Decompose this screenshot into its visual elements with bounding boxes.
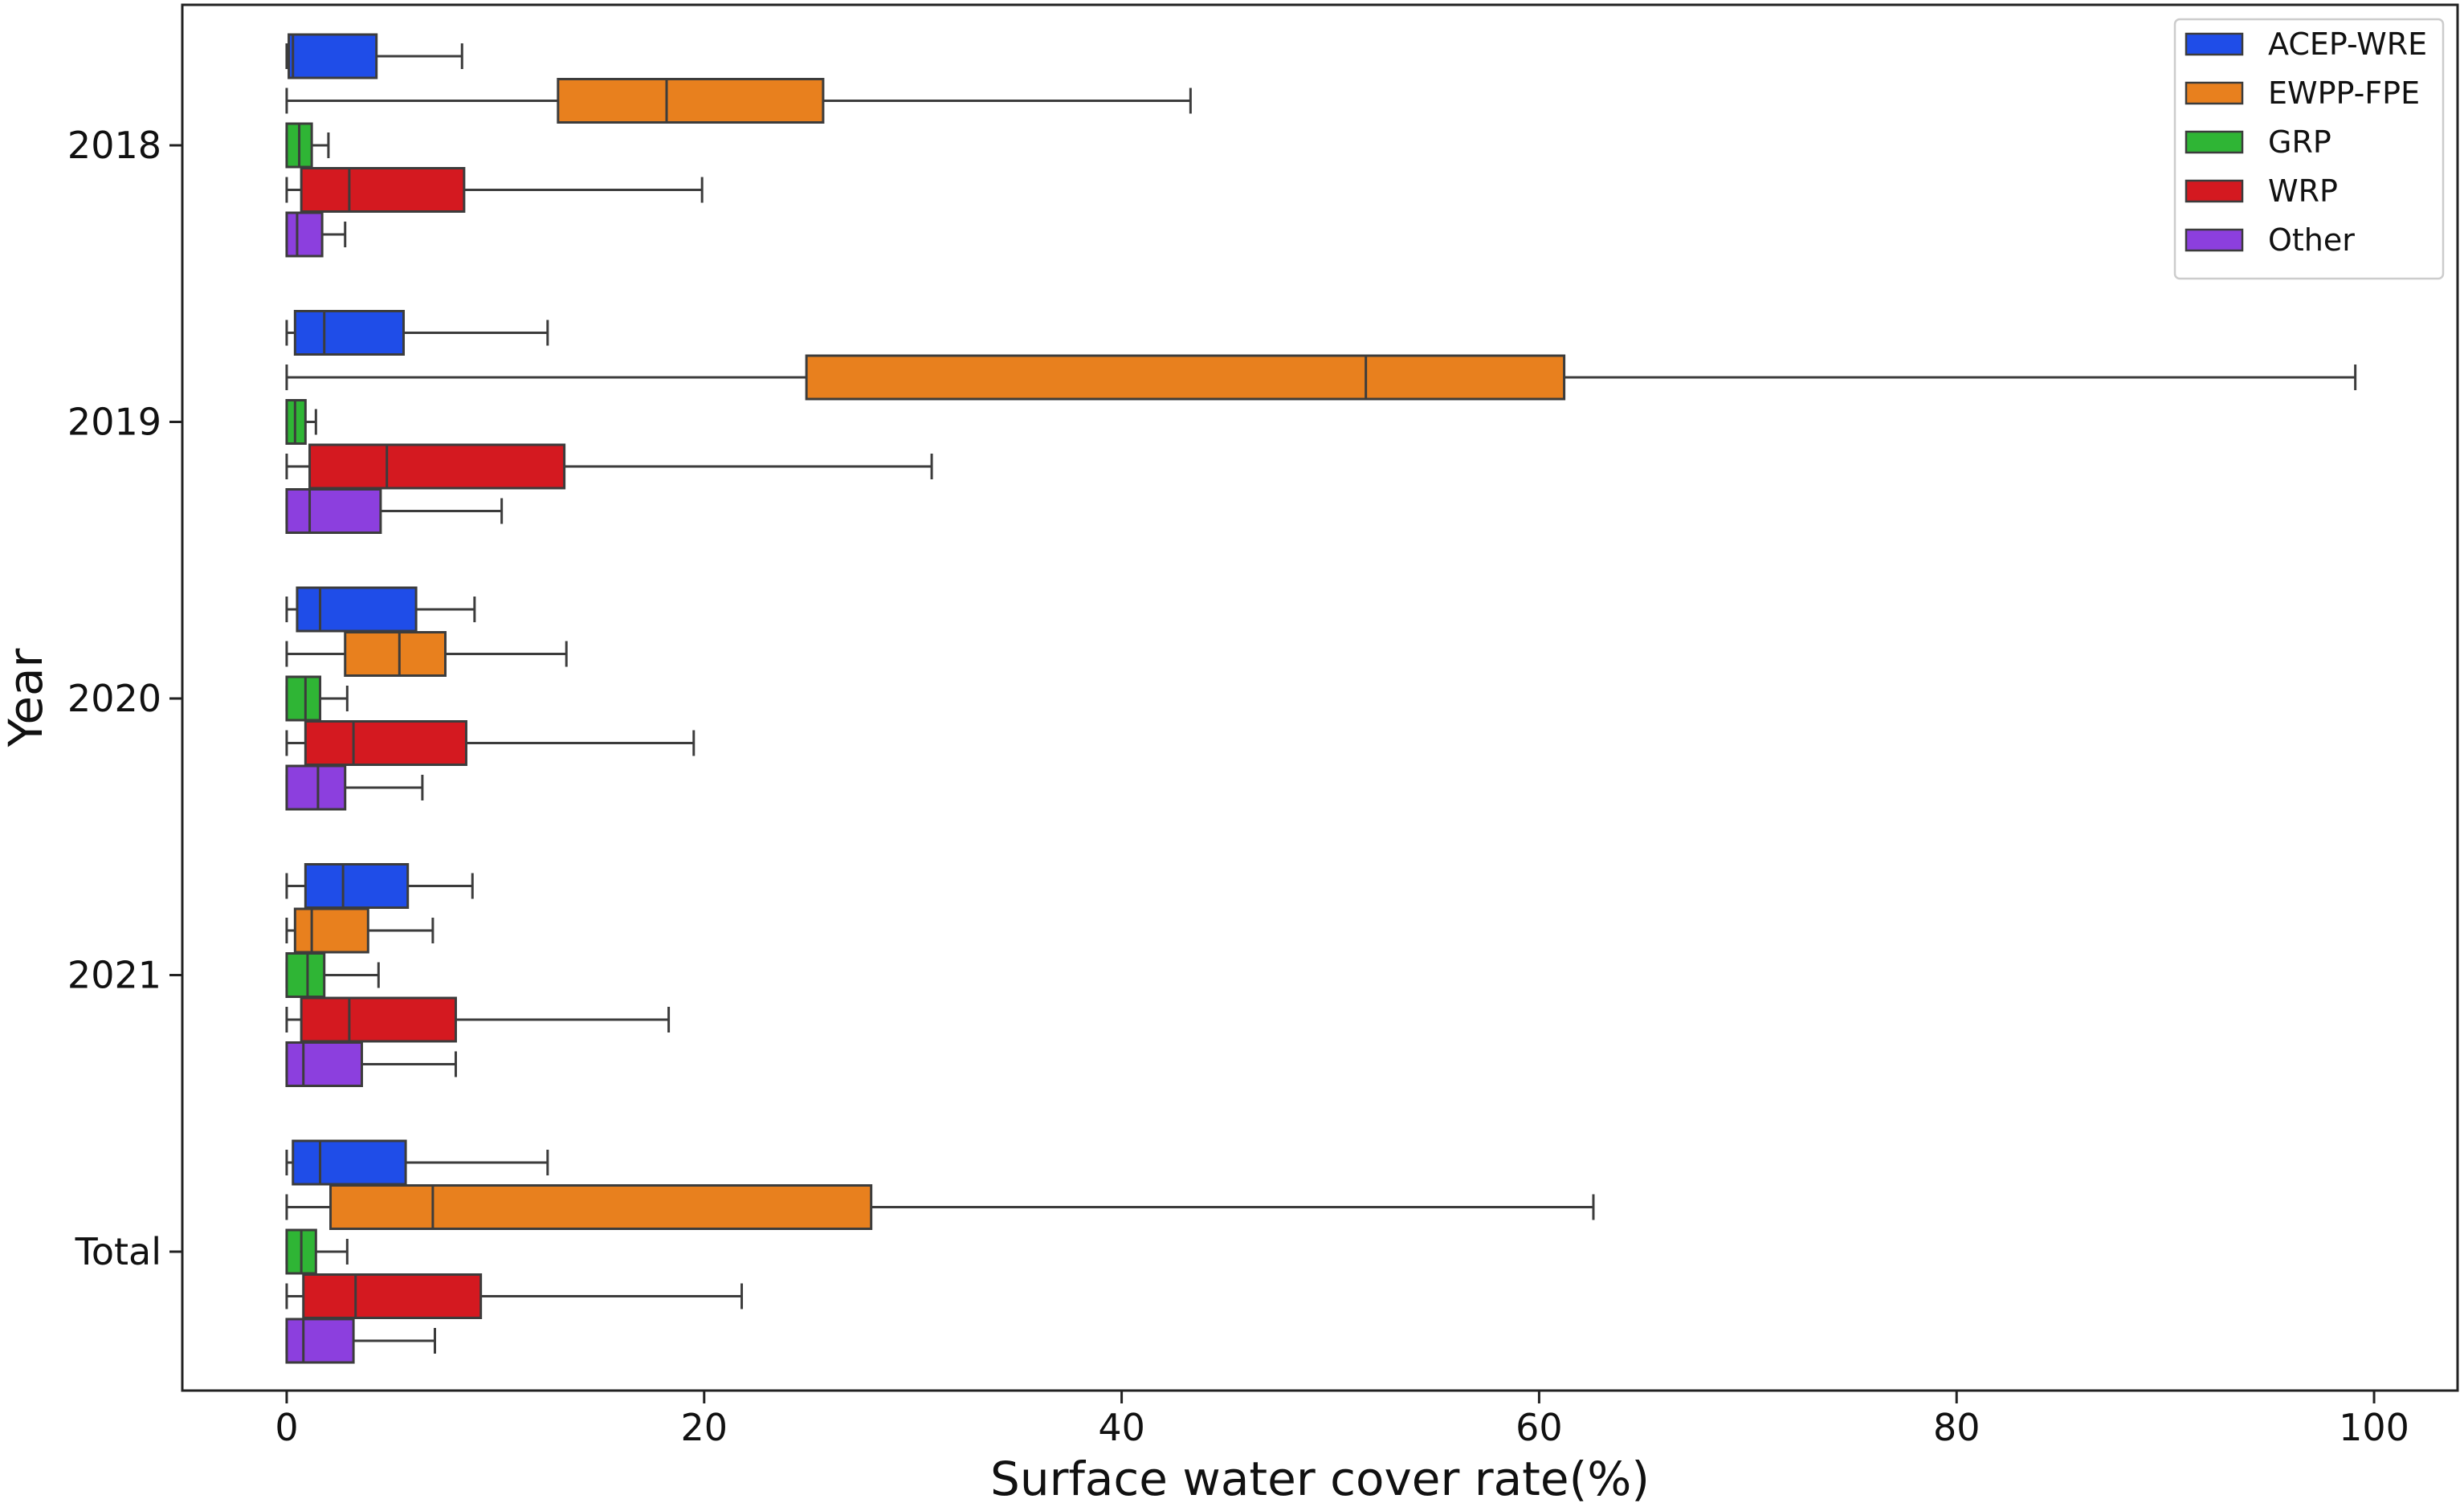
x-tick-label: 60 (1516, 1406, 1563, 1449)
box-iqr (329, 1184, 873, 1230)
box-wrp (285, 167, 704, 213)
box-iqr (302, 1273, 483, 1319)
x-tick-label: 20 (680, 1406, 728, 1449)
box-iqr (285, 952, 326, 998)
x-tick-label: 100 (2339, 1406, 2409, 1449)
box-iqr (805, 354, 1566, 401)
box-wrp (285, 1273, 744, 1319)
y-tick-label: 2018 (67, 124, 161, 167)
box-acep-wre (285, 1139, 549, 1186)
box-wrp (285, 720, 696, 766)
box-acep-wre (285, 33, 463, 79)
box-iqr (344, 631, 447, 677)
legend-swatch (2185, 179, 2244, 203)
x-axis-title: Surface water cover rate(%) (990, 1452, 1650, 1506)
box-ewpp-fpe (285, 1184, 1595, 1230)
box-iqr (300, 167, 466, 213)
box-iqr (300, 996, 457, 1043)
y-axis-title: Year (0, 648, 53, 747)
box-groups (285, 33, 2357, 1364)
legend-swatch (2185, 81, 2244, 105)
box-other (285, 1318, 436, 1364)
y-tick-label: 2021 (67, 954, 161, 997)
y-tick-label: 2020 (67, 677, 161, 720)
box-iqr (304, 720, 467, 766)
legend-swatch (2185, 228, 2244, 252)
box-other (285, 211, 347, 258)
box-ewpp-fpe (285, 354, 2357, 401)
box-iqr (293, 907, 369, 954)
x-tick-label: 80 (1933, 1406, 1981, 1449)
legend-label: GRP (2268, 124, 2331, 160)
legend-label: ACEP-WRE (2268, 26, 2427, 62)
x-tick-label: 0 (275, 1406, 298, 1449)
x-tick-label: 40 (1098, 1406, 1145, 1449)
box-wrp (285, 443, 933, 490)
box-iqr (304, 863, 410, 909)
box-other (285, 764, 424, 811)
box-other (285, 488, 504, 534)
box-iqr (288, 33, 378, 79)
y-axis: 2018 2019 2020 2021 Total (67, 124, 182, 1273)
box-wrp (285, 996, 671, 1043)
legend-label: Other (2268, 222, 2355, 258)
legend: ACEP-WRE EWPP-FPE GRP WRP Other (2173, 18, 2445, 280)
box-iqr (285, 1318, 355, 1364)
box-iqr (285, 764, 347, 811)
box-iqr (285, 675, 322, 722)
box-iqr (293, 310, 406, 356)
legend-label: EWPP-FPE (2268, 75, 2420, 111)
box-other (285, 1041, 457, 1087)
box-iqr (296, 586, 418, 633)
box-grp (285, 1228, 349, 1275)
box-acep-wre (285, 586, 476, 633)
box-acep-wre (285, 863, 474, 909)
box-acep-wre (285, 310, 549, 356)
box-iqr (292, 1139, 407, 1186)
x-axis: 0 20 40 60 80 100 (275, 1391, 2409, 1449)
box-iqr (308, 443, 566, 490)
box-iqr (557, 78, 825, 124)
y-tick-label: Total (75, 1230, 161, 1273)
box-ewpp-fpe (285, 78, 1192, 124)
box-iqr (285, 1041, 364, 1087)
box-grp (285, 675, 349, 722)
box-iqr (285, 488, 382, 534)
box-grp (285, 952, 380, 998)
box-ewpp-fpe (285, 631, 568, 677)
plot-frame (181, 3, 2459, 1392)
legend-label: WRP (2268, 173, 2338, 209)
box-grp (285, 399, 317, 445)
y-tick-label: 2019 (67, 401, 161, 444)
box-iqr (285, 211, 324, 258)
legend-swatch (2185, 32, 2244, 56)
box-ewpp-fpe (285, 907, 434, 954)
legend-swatch (2185, 130, 2244, 154)
box-grp (285, 122, 330, 169)
